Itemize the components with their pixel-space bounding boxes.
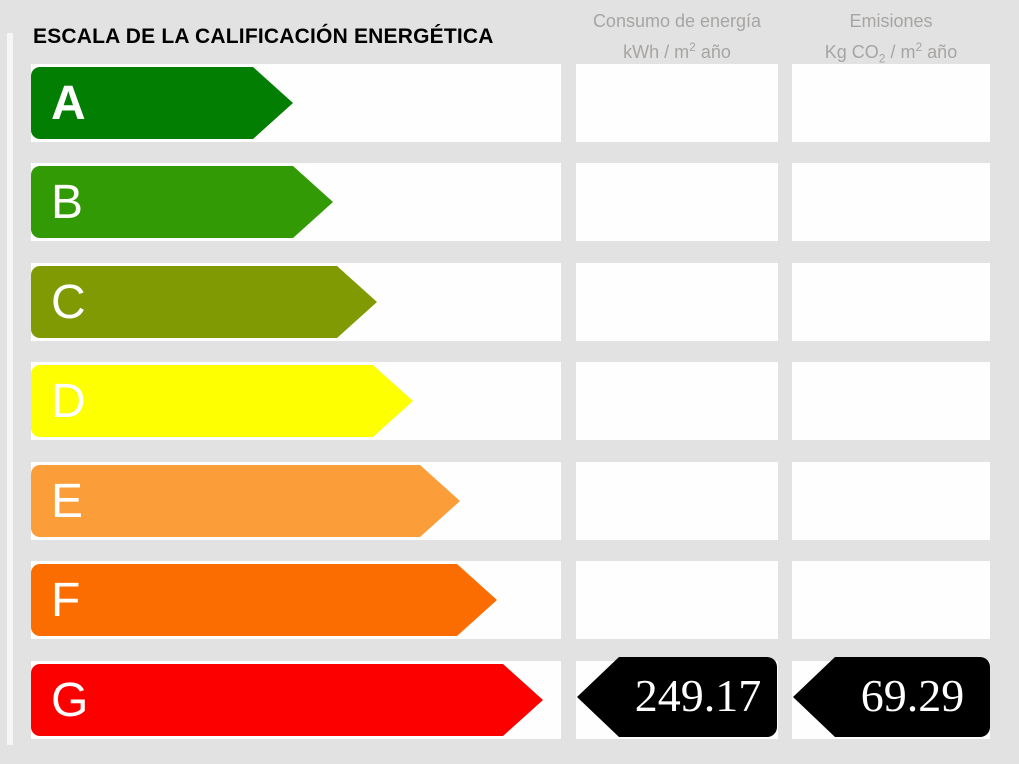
- left-arrowhead-icon: [577, 657, 619, 737]
- emissions-cell: [792, 64, 990, 142]
- consumption-cell: [576, 64, 778, 142]
- rating-letter-F: F: [51, 574, 81, 627]
- emissions-cell: [792, 362, 990, 440]
- rating-row-D: D: [0, 362, 1019, 440]
- right-arrowhead-icon: [253, 67, 293, 139]
- rating-bar-D: D: [31, 365, 413, 437]
- rating-bar-E: E: [31, 465, 460, 537]
- rating-row-E: E: [0, 462, 1019, 540]
- right-arrowhead-icon: [373, 365, 413, 437]
- emissions-cell: [792, 561, 990, 639]
- right-arrowhead-icon: [337, 266, 377, 338]
- rating-bar-body: [31, 266, 337, 338]
- rating-bar-C: C: [31, 266, 377, 338]
- consumption-cell: [576, 163, 778, 241]
- rating-bar-G: G: [31, 664, 543, 736]
- rating-bar-body: [31, 166, 293, 238]
- emissions-header-line1: Emisiones: [849, 11, 933, 31]
- rating-letter-D: D: [51, 375, 86, 428]
- rating-row-F: F: [0, 561, 1019, 639]
- emissions-value: 69.29: [835, 657, 990, 737]
- emissions-cell: [792, 263, 990, 341]
- right-arrowhead-icon: [457, 564, 497, 636]
- rating-bar-body: [31, 465, 420, 537]
- page-title: ESCALA DE LA CALIFICACIÓN ENERGÉTICA: [33, 25, 494, 48]
- emissions-cell: [792, 163, 990, 241]
- column-header-emissions: Emisiones Kg CO2 / m2 año: [792, 8, 990, 72]
- rating-letter-C: C: [51, 276, 86, 329]
- right-arrowhead-icon: [293, 166, 333, 238]
- rating-letter-A: A: [51, 77, 86, 130]
- emissions-header-units: Kg CO2 / m2 año: [824, 40, 958, 66]
- rating-bar-body: [31, 664, 503, 736]
- consumption-cell: [576, 263, 778, 341]
- rating-bar-body: [31, 365, 373, 437]
- rating-bar-body: [31, 564, 457, 636]
- consumption-cell: [576, 362, 778, 440]
- rating-bar-body: [31, 67, 253, 139]
- rating-bar-A: A: [31, 67, 293, 139]
- consumption-value: 249.17: [619, 657, 777, 737]
- consumption-header-units: kWh / m2 año: [623, 40, 731, 62]
- left-arrowhead-icon: [793, 657, 835, 737]
- right-arrowhead-icon: [503, 664, 543, 736]
- rating-row-B: B: [0, 163, 1019, 241]
- emissions-value-arrow: 69.29: [793, 657, 990, 737]
- rating-bar-F: F: [31, 564, 497, 636]
- rating-row-C: C: [0, 263, 1019, 341]
- right-arrowhead-icon: [420, 465, 460, 537]
- rating-letter-G: G: [51, 674, 89, 727]
- rating-letter-E: E: [51, 475, 84, 528]
- emissions-cell: [792, 462, 990, 540]
- rating-row-A: A: [0, 64, 1019, 142]
- rating-bar-B: B: [31, 166, 333, 238]
- page-edge-strip: [7, 33, 13, 745]
- consumption-cell: [576, 462, 778, 540]
- consumption-cell: [576, 561, 778, 639]
- column-header-consumption: Consumo de energía kWh / m2 año: [576, 8, 778, 65]
- consumption-value-arrow: 249.17: [577, 657, 777, 737]
- rating-letter-B: B: [51, 176, 84, 229]
- consumption-header-line1: Consumo de energía: [592, 11, 762, 31]
